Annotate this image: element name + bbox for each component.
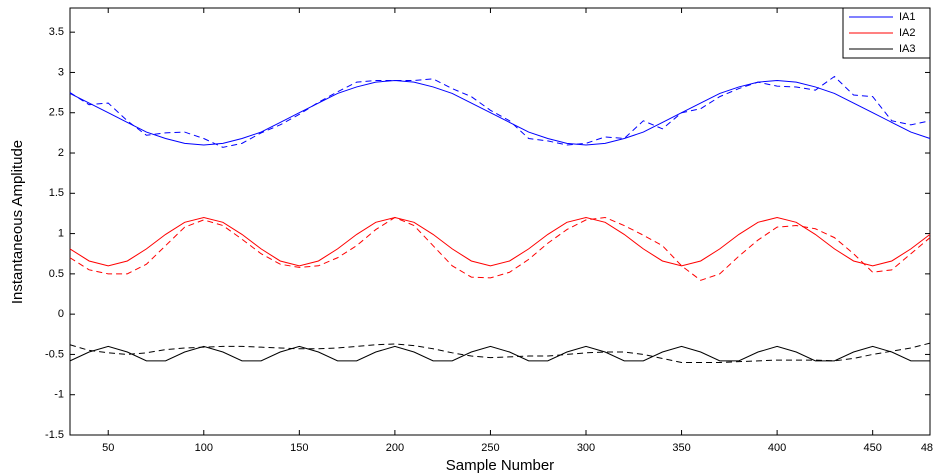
y-tick-label: -1 (54, 389, 64, 401)
y-axis-label: Instantaneous Amplitude (9, 140, 26, 304)
plot-area (69, 7, 931, 436)
y-tick-label: 3.5 (49, 26, 64, 38)
y-tick-label: 2 (58, 147, 64, 159)
series-line (69, 216, 931, 267)
y-tick-label: 1 (58, 227, 64, 239)
y-tick-label: 2.5 (49, 107, 64, 119)
x-tick-label: 50 (102, 442, 114, 454)
y-tick-label: 0.5 (49, 268, 64, 280)
x-tick-label: 350 (672, 442, 690, 454)
x-axis-label: Sample Number (446, 457, 554, 474)
legend-label: IA3 (899, 43, 916, 55)
series-line (69, 342, 931, 363)
x-tick-label: 300 (577, 442, 595, 454)
x-tick-label: 250 (481, 442, 499, 454)
y-tick-label: 3 (58, 66, 64, 78)
x-tick-label: 480 (921, 442, 933, 454)
legend-label: IA1 (899, 11, 916, 23)
y-tick-label: 1.5 (49, 187, 64, 199)
series-line (69, 216, 931, 281)
series-line (69, 345, 930, 362)
y-tick-label: -0.5 (45, 348, 64, 360)
x-tick-label: 100 (195, 442, 213, 454)
legend-label: IA2 (899, 27, 916, 39)
x-tick-label: 400 (768, 442, 786, 454)
x-tick-label: 200 (386, 442, 404, 454)
series-line (69, 75, 931, 148)
series-line (69, 80, 931, 146)
y-tick-label: 0 (58, 308, 64, 320)
x-tick-label: 450 (863, 442, 881, 454)
x-tick-label: 150 (290, 442, 308, 454)
y-tick-label: -1.5 (45, 429, 64, 441)
